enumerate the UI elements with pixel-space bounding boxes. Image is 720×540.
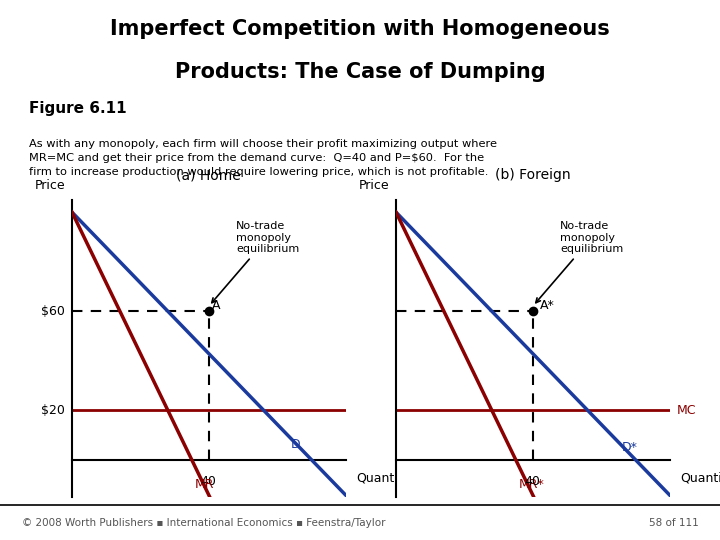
Text: MR*: MR* bbox=[519, 478, 545, 491]
Text: D*: D* bbox=[622, 441, 638, 454]
Text: Figure 6.11: Figure 6.11 bbox=[29, 102, 127, 116]
Text: D: D bbox=[291, 438, 300, 451]
Text: No-trade
monopoly
equilibrium: No-trade monopoly equilibrium bbox=[536, 221, 624, 303]
Text: As with any monopoly, each firm will choose their profit maximizing output where: As with any monopoly, each firm will cho… bbox=[29, 139, 497, 177]
Text: (b) Foreign: (b) Foreign bbox=[495, 168, 571, 183]
Text: © 2008 Worth Publishers ▪ International Economics ▪ Feenstra/Taylor: © 2008 Worth Publishers ▪ International … bbox=[22, 518, 385, 528]
Text: (a) Home: (a) Home bbox=[176, 168, 241, 183]
Text: Quantity: Quantity bbox=[356, 472, 410, 485]
Text: 58 of 111: 58 of 111 bbox=[649, 518, 698, 528]
Text: Products: The Case of Dumping: Products: The Case of Dumping bbox=[175, 62, 545, 82]
Text: A: A bbox=[212, 299, 221, 312]
Text: Imperfect Competition with Homogeneous: Imperfect Competition with Homogeneous bbox=[110, 19, 610, 39]
Text: $60: $60 bbox=[41, 305, 65, 318]
Text: MC: MC bbox=[677, 404, 696, 417]
Text: $20: $20 bbox=[41, 404, 65, 417]
Text: 40: 40 bbox=[525, 475, 541, 488]
Text: 40: 40 bbox=[201, 475, 217, 488]
Text: Price: Price bbox=[359, 179, 390, 192]
Text: MR: MR bbox=[195, 478, 215, 491]
Text: A*: A* bbox=[540, 299, 554, 312]
Text: No-trade
monopoly
equilibrium: No-trade monopoly equilibrium bbox=[212, 221, 300, 303]
Text: Quantity: Quantity bbox=[680, 472, 720, 485]
Text: Price: Price bbox=[35, 179, 65, 192]
